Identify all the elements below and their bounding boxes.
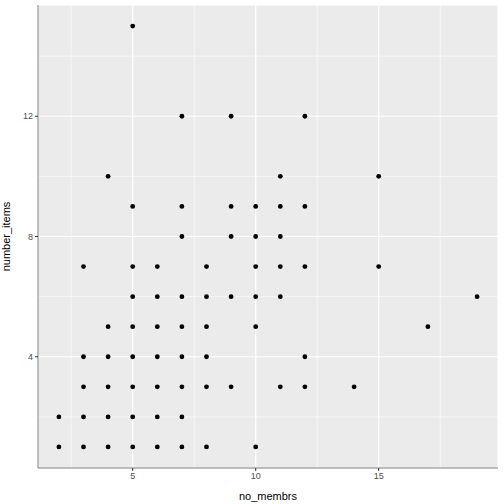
- svg-text:5: 5: [130, 471, 135, 481]
- svg-text:number_items: number_items: [8, 201, 12, 271]
- svg-text:15: 15: [374, 471, 384, 481]
- svg-text:no_membrs: no_membrs: [239, 490, 298, 502]
- svg-text:4: 4: [28, 352, 33, 362]
- svg-text:8: 8: [28, 232, 33, 242]
- svg-text:12: 12: [23, 111, 33, 121]
- svg-text:10: 10: [251, 471, 261, 481]
